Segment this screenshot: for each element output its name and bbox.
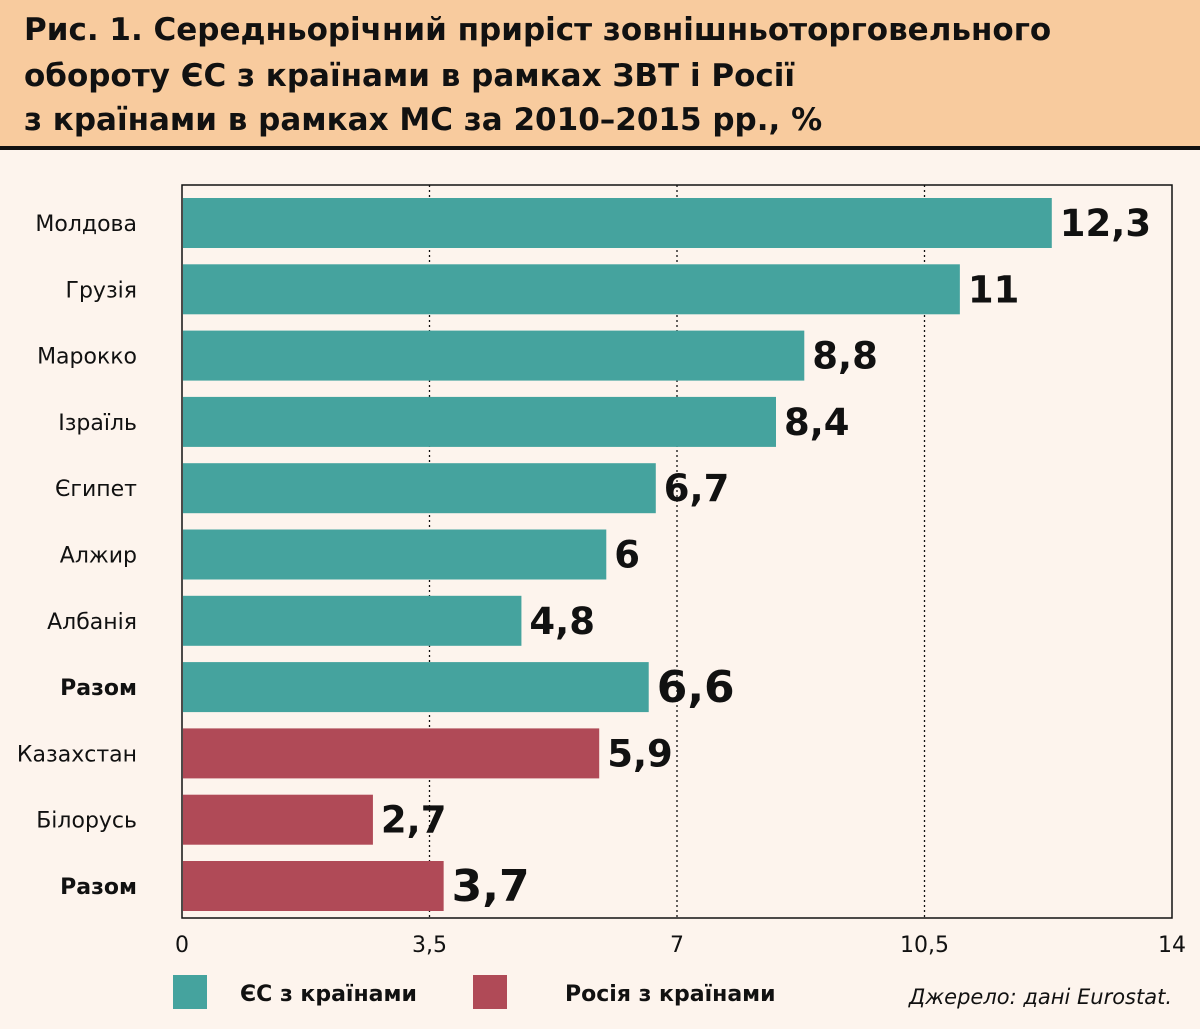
value-label: 12,3: [1060, 202, 1151, 245]
category-label: Разом: [60, 676, 137, 701]
value-label: 2,7: [381, 799, 447, 842]
category-label: Албанія: [47, 610, 137, 635]
bar: [183, 794, 373, 845]
x-tick-label: 7: [670, 933, 684, 958]
category-label: Ізраїль: [58, 411, 137, 436]
category-label: Алжир: [60, 544, 137, 569]
legend-label-eu: ЄС з країнами: [240, 982, 417, 1007]
value-label: 4,8: [529, 600, 595, 643]
chart-title: Рис. 1. Середньорічний приріст зовнішньо…: [0, 0, 1200, 150]
bar: [183, 595, 522, 646]
x-tick-label: 3,5: [412, 933, 447, 958]
value-label: 6: [614, 534, 640, 577]
x-tick-label: 14: [1158, 933, 1186, 958]
title-line-1: Рис. 1. Середньорічний приріст зовнішньо…: [24, 12, 1052, 48]
value-label: 8,8: [812, 335, 878, 378]
category-label: Білорусь: [36, 809, 137, 834]
category-label: Грузія: [66, 278, 137, 303]
value-label: 8,4: [784, 401, 850, 444]
x-tick-label: 10,5: [900, 933, 949, 958]
bar: [183, 264, 960, 315]
bar: [183, 529, 607, 580]
bar: [183, 861, 444, 911]
category-label: Молдова: [35, 212, 137, 237]
category-label: Єгипет: [55, 477, 137, 502]
legend-swatch-ru: [473, 975, 507, 1009]
title-line-2: обороту ЄС з країнами в рамках ЗВТ і Рос…: [24, 58, 796, 94]
x-tick-label: 0: [175, 933, 189, 958]
source-note: Джерело: дані Eurostat.: [908, 985, 1172, 1009]
bar: [183, 728, 600, 779]
value-label: 6,7: [664, 467, 730, 510]
plot-frame: [181, 184, 1173, 919]
value-label: 5,9: [607, 732, 673, 775]
bar: [183, 396, 776, 447]
bar: [183, 198, 1052, 248]
value-label: 6,6: [657, 662, 735, 713]
legend-swatch-eu: [173, 975, 207, 1009]
bar: [183, 463, 656, 514]
category-label: Марокко: [37, 345, 137, 370]
category-label: Казахстан: [17, 742, 137, 767]
value-label: 3,7: [452, 861, 530, 912]
value-label: 11: [968, 268, 1020, 311]
title-line-3: з країнами в рамках МС за 2010–2015 рр.,…: [24, 102, 823, 138]
legend-label-ru: Росія з країнами: [565, 982, 776, 1007]
category-label: Разом: [60, 875, 137, 900]
bar: [183, 662, 649, 713]
bar: [183, 330, 805, 381]
